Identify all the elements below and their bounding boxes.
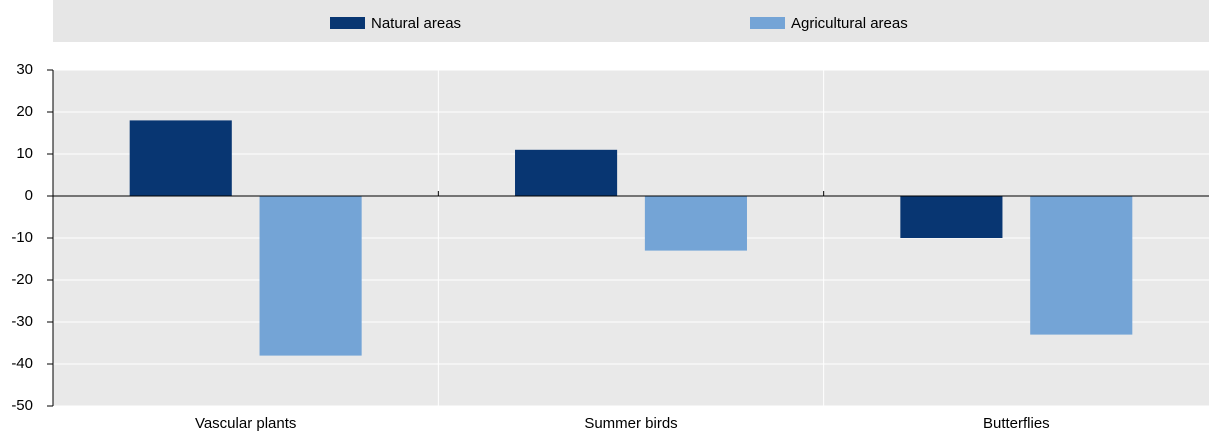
- legend-label: Natural areas: [371, 15, 461, 32]
- y-tick-label: -50: [11, 397, 33, 414]
- y-tick-label: -10: [11, 229, 33, 246]
- bar: [644, 196, 747, 251]
- y-tick-label: 0: [25, 187, 33, 204]
- y-tick-label: 20: [16, 103, 33, 120]
- y-tick-label: -20: [11, 271, 33, 288]
- bar: [515, 149, 618, 196]
- y-tick-label: -40: [11, 355, 33, 372]
- y-tick-label: 30: [16, 61, 33, 78]
- y-tick-label: -30: [11, 313, 33, 330]
- x-tick-label: Summer birds: [584, 415, 677, 432]
- x-tick-label: Vascular plants: [195, 415, 296, 432]
- y-tick-label: 10: [16, 145, 33, 162]
- legend-label: Agricultural areas: [791, 15, 908, 32]
- bar: [1030, 196, 1133, 335]
- bar: [259, 196, 362, 356]
- legend-swatch: [330, 17, 365, 29]
- bar: [129, 120, 232, 196]
- bar: [900, 196, 1003, 238]
- x-tick-label: Butterflies: [983, 415, 1050, 432]
- legend-swatch: [750, 17, 785, 29]
- legend-background: [53, 0, 1209, 42]
